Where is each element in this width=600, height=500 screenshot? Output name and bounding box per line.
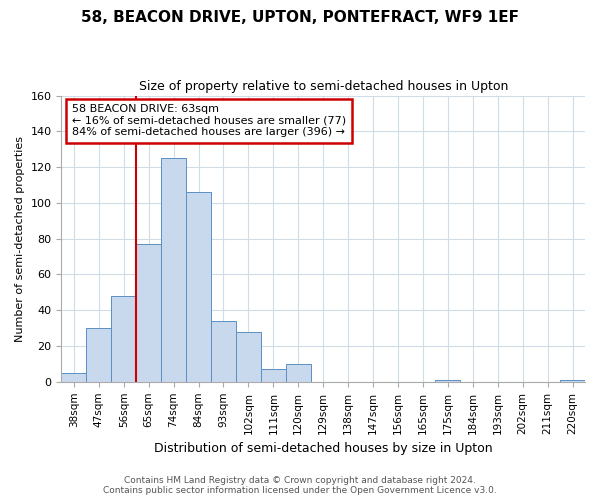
Bar — [211, 321, 236, 382]
Bar — [111, 296, 136, 382]
Bar — [61, 373, 86, 382]
Bar — [186, 192, 211, 382]
Bar — [136, 244, 161, 382]
Text: 58 BEACON DRIVE: 63sqm
← 16% of semi-detached houses are smaller (77)
84% of sem: 58 BEACON DRIVE: 63sqm ← 16% of semi-det… — [72, 104, 346, 138]
Bar — [286, 364, 311, 382]
Y-axis label: Number of semi-detached properties: Number of semi-detached properties — [15, 136, 25, 342]
Text: Contains HM Land Registry data © Crown copyright and database right 2024.
Contai: Contains HM Land Registry data © Crown c… — [103, 476, 497, 495]
Bar — [261, 370, 286, 382]
Bar — [236, 332, 261, 382]
X-axis label: Distribution of semi-detached houses by size in Upton: Distribution of semi-detached houses by … — [154, 442, 493, 455]
Bar — [436, 380, 460, 382]
Title: Size of property relative to semi-detached houses in Upton: Size of property relative to semi-detach… — [139, 80, 508, 93]
Bar — [86, 328, 111, 382]
Bar — [161, 158, 186, 382]
Text: 58, BEACON DRIVE, UPTON, PONTEFRACT, WF9 1EF: 58, BEACON DRIVE, UPTON, PONTEFRACT, WF9… — [81, 10, 519, 25]
Bar — [560, 380, 585, 382]
